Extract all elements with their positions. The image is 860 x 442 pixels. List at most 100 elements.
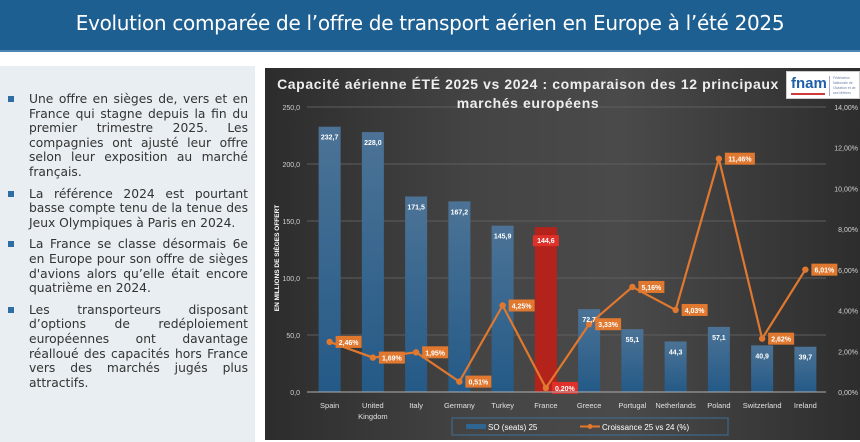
legend-line-marker	[587, 424, 593, 429]
bar	[578, 309, 601, 392]
bar	[707, 326, 730, 392]
bar	[448, 201, 471, 392]
x-tick-label: United	[362, 401, 384, 410]
x-tick-label: Italy	[409, 401, 423, 410]
growth-marker	[326, 338, 333, 346]
bar-data-label: 167,2	[451, 209, 469, 216]
bullet-item: La référence 2024 est pourtant basse com…	[8, 187, 248, 231]
bullet-item: Les transporteurs disposant d’options de…	[8, 303, 248, 391]
square-bullet-icon	[8, 241, 14, 248]
y-axis-title: EN MILLIONS DE SIÈGES OFFERT	[272, 205, 281, 312]
bar-data-label: 171,5	[407, 204, 425, 211]
x-tick-label: Netherlands	[655, 401, 696, 410]
logo-subtitle: Fédération Nationale de l'Aviation et de…	[833, 76, 856, 95]
growth-marker	[499, 302, 506, 309]
growth-label-background	[681, 303, 708, 316]
x-tick-label: Ireland	[794, 401, 817, 410]
y2-tick-label: 10,00%	[834, 186, 858, 193]
growth-data-label: 5,16%	[641, 285, 662, 292]
slide-title: Evolution comparée de l’offre de transpo…	[75, 11, 785, 35]
growth-marker	[715, 155, 723, 162]
bar-series	[318, 126, 817, 393]
bullet-text: Les transporteurs disposant d’options de…	[29, 302, 248, 390]
bar	[794, 346, 817, 392]
legend-label-seats: SO (seats) 25	[488, 423, 538, 432]
bar	[405, 196, 428, 392]
growth-data-label: 4,03%	[685, 308, 706, 315]
bullet-list: Une offre en sièges de, vers et en Franc…	[8, 92, 248, 397]
x-tick-label: Spain	[320, 401, 339, 410]
bullet-text: La référence 2024 est pourtant basse com…	[29, 186, 248, 230]
y2-tick-label: 6,00%	[838, 268, 858, 275]
growth-label-background	[724, 152, 755, 165]
growth-marker	[412, 349, 420, 356]
y2-tick-label: 2,00%	[838, 349, 858, 356]
commentary-panel: Une offre en sièges de, vers et en Franc…	[0, 66, 255, 442]
bar	[318, 126, 341, 393]
logo-separator	[829, 76, 830, 96]
bar-data-label: 144,6	[537, 238, 555, 245]
growth-marker	[585, 321, 593, 328]
bar-data-label: 72,7	[582, 317, 596, 324]
x-tick-label: Poland	[707, 401, 730, 410]
legend: SO (seats) 25 Croissance 25 vs 24 (%)	[451, 417, 729, 436]
bar-data-label: 40,9	[755, 353, 769, 360]
axes: 0,0 50,0 100,0 150,0 200,0 250,0 0,00% 2,00% 4,0…	[272, 105, 858, 421]
bullet-text: Une offre en sièges de, vers et en Franc…	[29, 92, 248, 179]
bar	[491, 225, 514, 392]
growth-label-background	[422, 346, 449, 359]
legend-label-growth: Croissance 25 vs 24 (%)	[602, 423, 689, 432]
y-tick-label: 250,0	[282, 105, 300, 112]
y2-tick-label: 0,00%	[838, 390, 858, 397]
slide-header: Evolution comparée de l’offre de transpo…	[0, 0, 860, 52]
bullet-item: La France se classe désormais 6e en Euro…	[8, 237, 248, 295]
bar-data-label: 55,1	[626, 337, 640, 344]
bar	[621, 329, 644, 392]
bullet-item: Une offre en sièges de, vers et en Franc…	[8, 92, 248, 180]
line-series	[326, 155, 809, 392]
logo-underline	[791, 93, 825, 95]
y2-tick-label: 12,00%	[834, 146, 858, 153]
bar	[664, 341, 687, 392]
bar-data-label: 57,1	[712, 335, 726, 342]
bullet-text: La France se classe désormais 6e en Euro…	[29, 237, 248, 296]
bar-data-label: 145,9	[494, 234, 512, 241]
growth-data-label: 2,62%	[771, 337, 792, 344]
bar	[751, 345, 774, 392]
bar	[534, 227, 557, 392]
growth-marker	[758, 335, 766, 342]
growth-label-background	[378, 351, 405, 364]
y-tick-label: 100,0	[282, 276, 300, 283]
x-tick-label: Germany	[444, 401, 475, 410]
bar	[361, 132, 384, 392]
bar-data-label: 44,3	[669, 349, 683, 356]
legend-box	[451, 417, 729, 436]
growth-data-label: 0,51%	[468, 380, 489, 387]
growth-data-label: 0,20%	[555, 386, 576, 393]
growth-label-background	[465, 375, 492, 388]
y-tick-label: 200,0	[282, 162, 300, 169]
growth-data-label: 1,69%	[382, 356, 403, 363]
logo-wordmark: fnam	[791, 75, 827, 92]
y2-tick-label: 4,00%	[838, 309, 858, 316]
bar-data-label: 39,7	[799, 355, 813, 362]
growth-marker	[802, 266, 809, 273]
chart-title: Capacité aérienne ÉTÉ 2025 vs 2024 : com…	[277, 76, 779, 111]
growth-data-label: 11,46%	[728, 157, 752, 164]
x-tick-label: Kingdom	[358, 412, 388, 421]
gridlines	[307, 106, 826, 336]
y-tick-label: 150,0	[282, 219, 300, 226]
growth-data-label: 2,46%	[339, 340, 360, 347]
growth-label-background	[768, 332, 795, 345]
square-bullet-icon	[8, 306, 14, 313]
growth-marker	[672, 306, 679, 314]
growth-marker	[542, 384, 550, 392]
square-bullet-icon	[8, 96, 14, 102]
fnam-logo: fnam Fédération Nationale de l'Aviation …	[786, 71, 860, 99]
y-tick-label: 0,0	[290, 390, 300, 397]
bar-data-label: 232,7	[321, 135, 339, 142]
bar-data-label: 228,0	[364, 140, 382, 147]
growth-data-label: 4,25%	[512, 303, 533, 310]
growth-label-background	[638, 280, 665, 293]
